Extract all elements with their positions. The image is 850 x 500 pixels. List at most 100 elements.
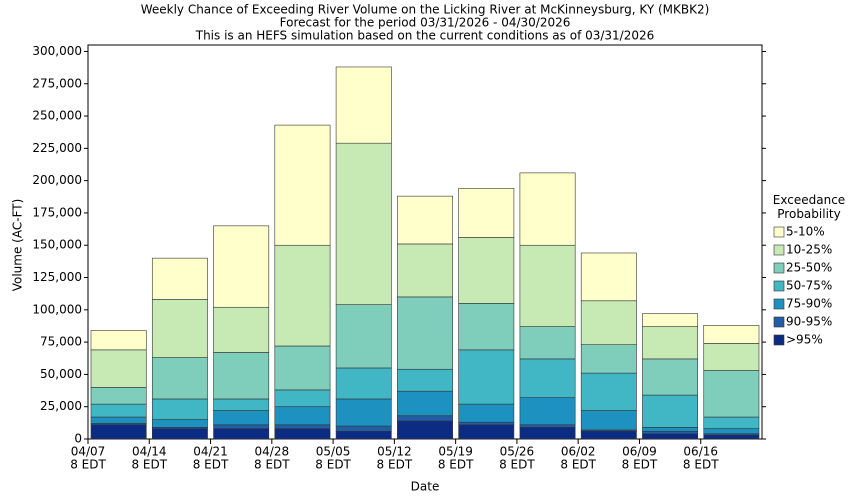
bar-segment (458, 421, 515, 426)
bar-segment (151, 419, 208, 428)
chart-note: This is an HEFS simulation based on the … (195, 29, 655, 43)
x-tick-sublabel: 8 EDT (315, 458, 351, 472)
bar-segment (519, 244, 576, 327)
legend-swatch (773, 298, 785, 310)
y-tick-label: 275,000 (32, 76, 82, 90)
bar-segment (274, 428, 331, 440)
legend-swatch (773, 316, 785, 328)
y-tick-label: 100,000 (32, 302, 82, 316)
bar-segment (397, 420, 453, 440)
bar-segment (703, 434, 760, 440)
bar-segment (397, 390, 453, 417)
x-tick-label: 05/26 (500, 445, 535, 459)
x-tick-label: 06/16 (683, 445, 718, 459)
x-tick-sublabel: 8 EDT (131, 458, 167, 472)
x-tick-label: 05/12 (377, 445, 412, 459)
bar-segment (519, 424, 576, 428)
bar-segment (703, 343, 760, 371)
bar-segment (90, 416, 147, 424)
bar-segment (580, 430, 637, 440)
x-tick-sublabel: 8 EDT (70, 458, 106, 472)
bar-segment (151, 398, 208, 420)
x-axis-label: Date (411, 480, 440, 494)
chart-title: Weekly Chance of Exceeding River Volume … (141, 3, 710, 17)
bar-segment (213, 398, 270, 411)
bar-segment (213, 306, 270, 353)
bar-segment (213, 352, 270, 400)
bar-segment (458, 237, 515, 304)
bar-segment (335, 66, 392, 144)
bar-segment (519, 326, 576, 360)
legend-swatch (773, 280, 785, 292)
bar-segment (274, 124, 331, 246)
bar-segment (458, 349, 515, 405)
bar-segment (213, 424, 270, 429)
bar-segment (703, 370, 760, 418)
bar-segment (580, 344, 637, 374)
bar-segment (397, 296, 453, 370)
bar-segment (458, 303, 515, 351)
bar-segment (519, 358, 576, 398)
y-tick-label: 125,000 (32, 270, 82, 284)
bar-segment (703, 416, 760, 429)
bar-segment (458, 424, 515, 440)
legend-label: 90-95% (786, 315, 832, 329)
y-tick-label: 75,000 (40, 335, 82, 349)
bar-segment (335, 430, 392, 440)
y-tick-label: 150,000 (32, 238, 82, 252)
legend-swatch (773, 262, 785, 274)
bar-segment (642, 394, 699, 428)
bar-segment (458, 403, 515, 423)
bar-segment (397, 368, 453, 392)
x-tick-sublabel: 8 EDT (254, 458, 290, 472)
bar-segment (213, 428, 270, 440)
x-tick-sublabel: 8 EDT (560, 458, 596, 472)
y-axis-label: Volume (AC-FT) (11, 199, 25, 292)
x-tick-sublabel: 8 EDT (193, 458, 229, 472)
legend-title: Exceedance Probability (772, 193, 846, 221)
bar-segment (151, 428, 208, 440)
legend-label: 25-50% (786, 261, 832, 275)
y-tick-label: 0 (74, 432, 82, 446)
y-tick-label: 300,000 (32, 44, 82, 58)
bar-segment (397, 195, 453, 245)
x-tick-label: 04/14 (132, 445, 167, 459)
bar-segment (642, 313, 699, 327)
bar-segment (335, 367, 392, 400)
bar-segment (213, 225, 270, 308)
bar-segment (151, 257, 208, 300)
x-tick-sublabel: 8 EDT (683, 458, 719, 472)
bar-segment (274, 345, 331, 391)
legend-label: 50-75% (786, 279, 832, 293)
y-tick-label: 50,000 (40, 367, 82, 381)
x-tick-sublabel: 8 EDT (499, 458, 535, 472)
bar-segment (580, 372, 637, 411)
bar-segment (335, 304, 392, 369)
x-tick-sublabel: 8 EDT (438, 458, 474, 472)
bar-segment (213, 410, 270, 426)
legend-swatch (773, 244, 785, 256)
bar-segment (703, 325, 760, 344)
bar-segment (90, 387, 147, 405)
x-tick-label: 05/05 (316, 445, 351, 459)
legend-swatch (773, 334, 785, 346)
bar-segment (151, 357, 208, 400)
y-tick-label: 25,000 (40, 399, 82, 413)
bar-segment (642, 326, 699, 360)
bar-segment (397, 415, 453, 422)
bar-segment (642, 427, 699, 432)
bar-segment (703, 428, 760, 435)
legend-label: 75-90% (786, 297, 832, 311)
x-tick-label: 04/21 (193, 445, 228, 459)
bar-segment (642, 358, 699, 396)
y-tick-label: 200,000 (32, 173, 82, 187)
bar-segment (580, 252, 637, 302)
bar-segment (519, 427, 576, 440)
legend-label: 10-25% (786, 243, 832, 257)
bar-segment (90, 403, 147, 418)
x-tick-sublabel: 8 EDT (377, 458, 413, 472)
bar-segment (580, 410, 637, 431)
y-tick-label: 225,000 (32, 141, 82, 155)
